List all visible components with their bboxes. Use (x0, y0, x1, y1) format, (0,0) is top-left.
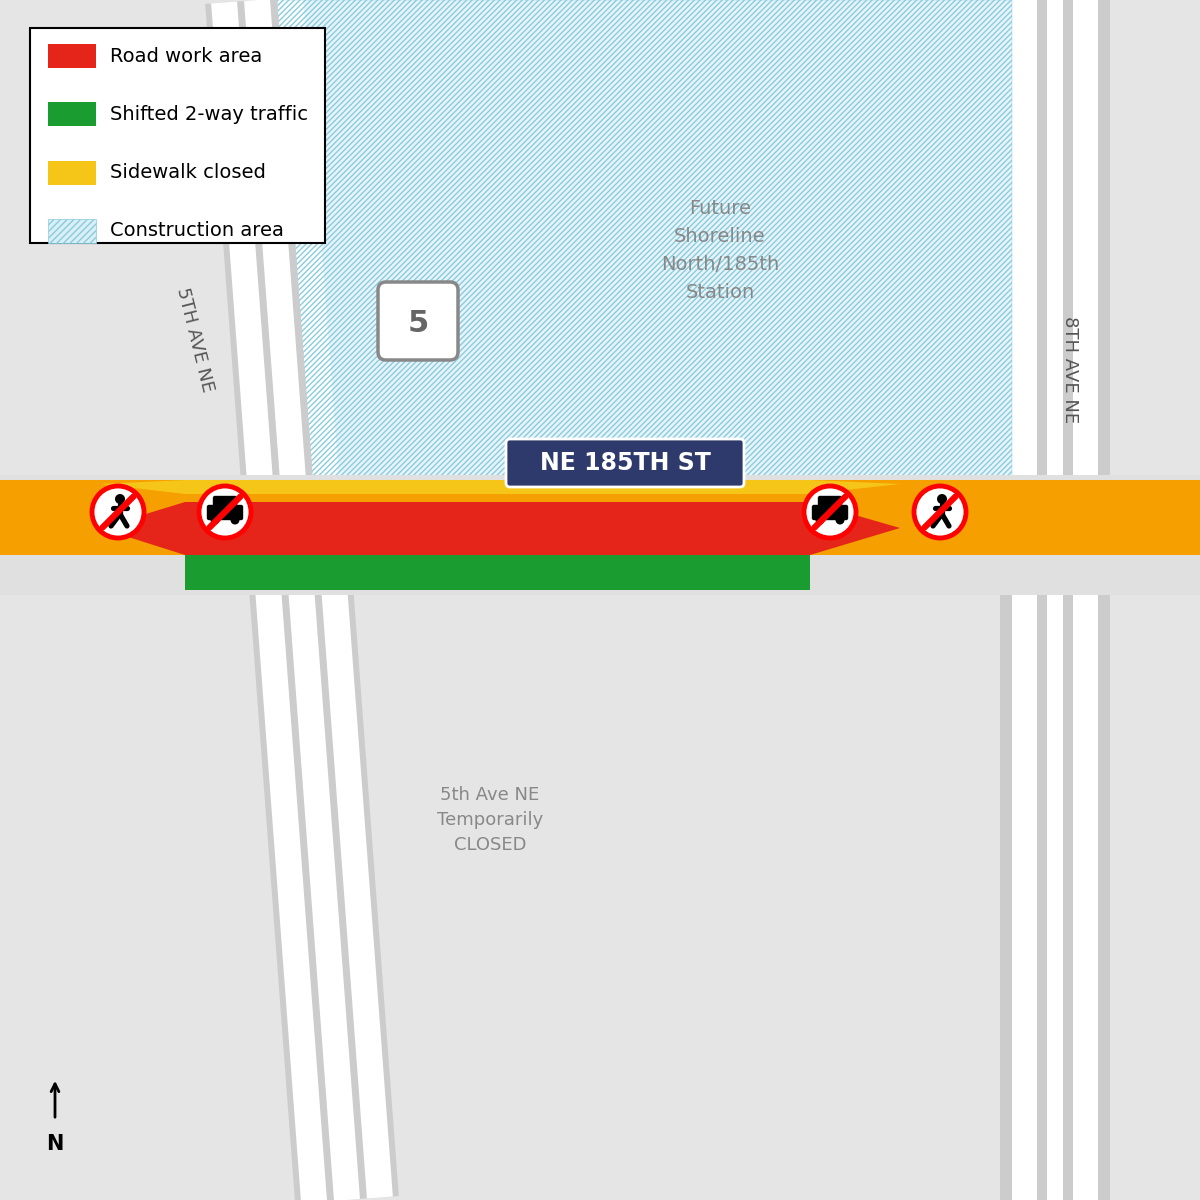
FancyBboxPatch shape (818, 497, 841, 510)
FancyBboxPatch shape (812, 505, 847, 520)
Text: N: N (47, 1134, 64, 1154)
Circle shape (230, 516, 240, 524)
Circle shape (816, 516, 824, 524)
Text: 5th Ave NE
Temporarily
CLOSED: 5th Ave NE Temporarily CLOSED (437, 786, 544, 854)
Polygon shape (238, 0, 367, 1200)
Bar (48, 44, 96, 68)
Bar (48, 102, 96, 126)
Bar (0, 480, 1200, 554)
Text: 5TH AVE NE: 5TH AVE NE (173, 286, 217, 395)
Polygon shape (277, 0, 1012, 490)
FancyBboxPatch shape (214, 497, 236, 510)
Bar (48, 161, 96, 185)
Text: Sidewalk closed: Sidewalk closed (110, 163, 266, 182)
Bar (48, 218, 96, 242)
Circle shape (199, 486, 251, 538)
Text: 5: 5 (407, 310, 428, 338)
Text: Road work area: Road work area (110, 47, 263, 66)
Text: NE 185TH ST: NE 185TH ST (540, 451, 710, 475)
Circle shape (92, 486, 144, 538)
Text: Construction area: Construction area (110, 222, 284, 240)
FancyBboxPatch shape (506, 439, 744, 487)
Text: Future
Shoreline
North/185th
Station: Future Shoreline North/185th Station (661, 198, 779, 301)
FancyBboxPatch shape (378, 282, 458, 360)
Polygon shape (244, 0, 360, 1200)
Polygon shape (205, 0, 398, 1200)
Bar (0, 475, 1200, 595)
Circle shape (210, 516, 220, 524)
Text: Shifted 2-way traffic: Shifted 2-way traffic (110, 104, 308, 124)
Circle shape (115, 494, 125, 504)
Circle shape (914, 486, 966, 538)
Bar (0, 480, 1200, 554)
Bar (1037, 0, 1073, 1200)
Circle shape (937, 494, 947, 504)
Bar (185, 554, 810, 590)
Polygon shape (100, 480, 900, 494)
Text: 8TH AVE NE: 8TH AVE NE (1061, 317, 1079, 424)
Circle shape (804, 486, 856, 538)
Bar (1000, 0, 1110, 1200)
Bar (1012, 0, 1098, 1200)
Polygon shape (100, 502, 900, 554)
Circle shape (835, 516, 845, 524)
FancyBboxPatch shape (208, 505, 242, 520)
FancyBboxPatch shape (30, 28, 325, 242)
Polygon shape (211, 0, 392, 1200)
Bar (1046, 0, 1063, 1200)
